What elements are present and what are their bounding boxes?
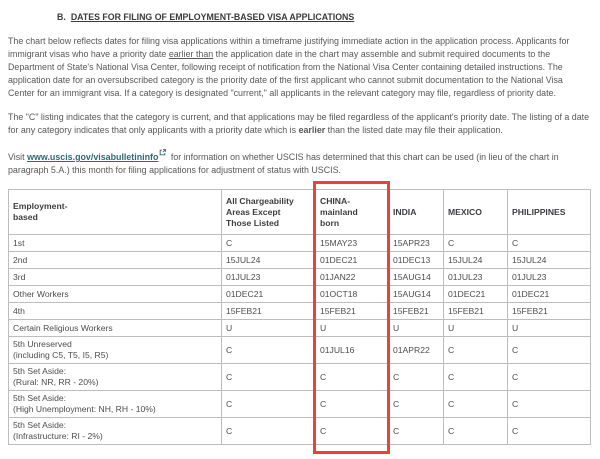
row-value: C [443, 336, 508, 364]
col-header-employment-based: Employment- based [8, 189, 222, 235]
row-value: C [221, 363, 316, 391]
row-value: 01JUL23 [221, 268, 316, 286]
row-value: 01JUL23 [443, 268, 508, 286]
row-value: C [221, 234, 316, 252]
row-value: C [221, 417, 316, 445]
row-value: C [507, 234, 591, 252]
row-value: 15FEB21 [221, 302, 316, 320]
row-category: 5th Set Aside: (Rural: NR, RR - 20%) [8, 363, 222, 391]
row-value: C [315, 363, 389, 391]
visa-filing-table: Employment- based All Chargeability Area… [8, 189, 591, 445]
table-row: 5th Set Aside: (Rural: NR, RR - 20%) C C… [8, 363, 591, 391]
row-value: 15FEB21 [443, 302, 508, 320]
c-listing-paragraph: The "C" listing indicates that the categ… [8, 111, 590, 137]
row-value: U [315, 319, 389, 337]
row-value: 01DEC21 [221, 285, 316, 303]
row-value: 15FEB21 [507, 302, 591, 320]
row-value: C [443, 390, 508, 418]
row-value: 01DEC21 [507, 285, 591, 303]
row-value: C [388, 363, 444, 391]
table-row: 5th Set Aside: (Infrastructure: RI - 2%)… [8, 417, 591, 445]
row-value: C [507, 417, 591, 445]
row-value: 01JAN22 [315, 268, 389, 286]
c-listing-text-a: The "C" listing indicates that the categ… [8, 112, 590, 135]
row-value: C [388, 390, 444, 418]
row-value: 01JUL16 [315, 336, 389, 364]
visa-table-container: Employment- based All Chargeability Area… [8, 181, 591, 454]
table-row: Certain Religious Workers U U U U U [8, 319, 591, 337]
row-value: 15JUL24 [221, 251, 316, 269]
row-value: 01DEC21 [443, 285, 508, 303]
row-value: 01APR22 [388, 336, 444, 364]
earlier-than-underline: earlier than [168, 49, 214, 59]
section-letter: B. [57, 12, 66, 22]
row-value: 15AUG14 [388, 285, 444, 303]
col-header-philippines: PHILIPPINES [507, 189, 591, 235]
row-value: 15FEB21 [388, 302, 444, 320]
row-value: C [507, 390, 591, 418]
visa-table-body: 1st C 15MAY23 15APR23 C C 2nd 15JUL24 01… [8, 234, 591, 445]
col-header-china: CHINA- mainland born [315, 189, 389, 235]
section-heading: B. DATES FOR FILING OF EMPLOYMENT-BASED V… [57, 12, 590, 22]
row-value: C [221, 390, 316, 418]
row-value: C [315, 390, 389, 418]
table-header-row: Employment- based All Chargeability Area… [8, 189, 591, 235]
row-category: 4th [8, 302, 222, 320]
row-value: 01DEC13 [388, 251, 444, 269]
col-header-mexico: MEXICO [443, 189, 508, 235]
c-listing-text-b: than the listed date may file their appl… [325, 125, 503, 135]
section-title: DATES FOR FILING OF EMPLOYMENT-BASED VIS… [70, 12, 355, 22]
earlier-bold: earlier [298, 125, 326, 135]
row-value: C [388, 417, 444, 445]
row-category: 2nd [8, 251, 222, 269]
uscis-paragraph: Visit www.uscis.gov/visabulletininfo for… [8, 149, 590, 177]
table-row: 1st C 15MAY23 15APR23 C C [8, 234, 591, 252]
row-value: U [388, 319, 444, 337]
row-value: U [443, 319, 508, 337]
uscis-text-a: Visit [8, 152, 28, 162]
row-value: U [507, 319, 591, 337]
external-link-icon [160, 149, 167, 156]
row-value: C [443, 363, 508, 391]
row-value: C [507, 363, 591, 391]
intro-text-b: the application date in the chart may as… [8, 49, 563, 98]
row-category: 1st [8, 234, 222, 252]
row-category: 5th Set Aside: (Infrastructure: RI - 2%) [8, 417, 222, 445]
row-value: C [443, 234, 508, 252]
table-row: 5th Set Aside: (High Unemployment: NH, R… [8, 390, 591, 418]
uscis-text-b: for information on whether USCIS has det… [8, 152, 559, 175]
table-row: Other Workers 01DEC21 01OCT18 15AUG14 01… [8, 285, 591, 303]
table-row: 2nd 15JUL24 01DEC21 01DEC13 15JUL24 15JU… [8, 251, 591, 269]
uscis-visabulletininfo-link[interactable]: www.uscis.gov/visabulletininfo [27, 152, 159, 162]
table-row: 3rd 01JUL23 01JAN22 15AUG14 01JUL23 01JU… [8, 268, 591, 286]
row-value: 15APR23 [388, 234, 444, 252]
row-category: 3rd [8, 268, 222, 286]
row-value: 01DEC21 [315, 251, 389, 269]
row-value: 15FEB21 [315, 302, 389, 320]
row-category: Other Workers [8, 285, 222, 303]
visa-bulletin-page: B. DATES FOR FILING OF EMPLOYMENT-BASED V… [8, 12, 591, 454]
row-value: C [443, 417, 508, 445]
row-value: 15MAY23 [315, 234, 389, 252]
intro-text-a: The chart below reflects dates for filin… [8, 36, 570, 59]
row-category: 5th Set Aside: (High Unemployment: NH, R… [8, 390, 222, 418]
col-header-all-chargeability: All Chargeability Areas Except Those Lis… [221, 189, 316, 235]
table-row: 4th 15FEB21 15FEB21 15FEB21 15FEB21 15FE… [8, 302, 591, 320]
col-header-india: INDIA [388, 189, 444, 235]
row-value: 01JUL23 [507, 268, 591, 286]
row-category: 5th Unreserved (including C5, T5, I5, R5… [8, 336, 222, 364]
row-value: 01OCT18 [315, 285, 389, 303]
row-value: U [221, 319, 316, 337]
row-value: 15JUL24 [443, 251, 508, 269]
row-category: Certain Religious Workers [8, 319, 222, 337]
row-value: C [507, 336, 591, 364]
row-value: 15JUL24 [507, 251, 591, 269]
row-value: C [315, 417, 389, 445]
table-row: 5th Unreserved (including C5, T5, I5, R5… [8, 336, 591, 364]
intro-paragraph: The chart below reflects dates for filin… [8, 35, 590, 100]
row-value: C [221, 336, 316, 364]
row-value: 15AUG14 [388, 268, 444, 286]
